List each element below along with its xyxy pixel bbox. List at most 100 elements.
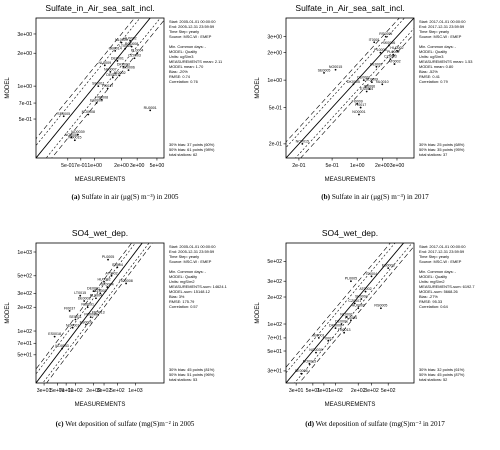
data-point-b-2 xyxy=(334,68,337,71)
info-line-c-9: MODEL-sum: 15148.12 xyxy=(169,289,210,294)
plot-frame-a xyxy=(35,17,165,159)
stats-line-d-0: 30% bias: 32 points (61%) xyxy=(419,367,465,372)
panel-caption-d: (d) Wet deposition of sulfate (mg(S)m⁻² … xyxy=(250,420,500,429)
info-line-a-7: Units: ugS/m3 xyxy=(169,54,193,59)
info-line-a-10: Bias: -20% xyxy=(169,69,188,74)
data-point-b-6 xyxy=(358,113,360,116)
data-point-a-2 xyxy=(77,133,79,136)
x-axis-label-d: MEASUREMENTS xyxy=(325,402,376,408)
data-point-label-a-8: NL0009 xyxy=(115,38,128,42)
x-tick-label-c-7: 1e+03 xyxy=(128,388,143,394)
info-line-a-0: Start: 2005-01-01 00:00:00 xyxy=(169,19,216,24)
x-tick-label-d-6: 5e+02 xyxy=(381,388,396,394)
data-point-c-17 xyxy=(74,318,77,321)
data-point-label-b-0: NO0015 xyxy=(296,139,309,143)
info-line-b-2: Time Step: yearly xyxy=(419,29,449,34)
bias-30-lower-line-b xyxy=(295,27,414,158)
bias-50-upper-line-b xyxy=(286,18,400,143)
x-tick-label-d-1: 5e+01 xyxy=(306,388,321,394)
data-point-label-c-8: CZ0001 xyxy=(94,289,107,293)
data-point-d-17 xyxy=(343,331,346,334)
chart-title-d: SO4_wet_dep. xyxy=(322,228,378,238)
data-point-c-0 xyxy=(53,335,56,338)
info-line-c-10: Bias: 3% xyxy=(169,294,185,299)
stats-line-d-2: total stations: 52 xyxy=(419,377,447,382)
data-point-label-b-16: HU0002 xyxy=(390,46,403,50)
caption-text-c: Wet deposition of sulfate (mg(S)m⁻² in 2… xyxy=(65,420,195,428)
x-tick-label-d-3: 1e+02 xyxy=(328,388,343,394)
data-point-b-17 xyxy=(387,44,390,47)
info-line-d-2: Time Step: yearly xyxy=(419,254,449,259)
info-line-a-6: MODEL: Quality xyxy=(169,49,197,54)
x-tick-label-a-1: 7e-01 xyxy=(74,163,87,169)
data-point-c-4 xyxy=(83,300,86,302)
chart-title-a: Sulfate_in_Air_sea_salt_incl. xyxy=(45,3,154,13)
stats-line-b-1: 50% bias: 35 points (95%) xyxy=(419,147,465,152)
y-tick-label-c-4: 3e+02 xyxy=(17,291,32,297)
y-tick-label-c-0: 5e+01 xyxy=(17,353,32,359)
data-point-a-7 xyxy=(111,76,114,79)
data-point-c-16 xyxy=(125,282,128,285)
x-tick-label-b-3: 2e+00 xyxy=(375,163,390,169)
y-axis-label-c: MODEL xyxy=(5,302,11,324)
data-point-label-a-19: NO0008 xyxy=(82,110,95,114)
x-tick-label-b-4: 3e+00 xyxy=(390,163,405,169)
data-point-c-11 xyxy=(110,274,113,277)
data-point-a-9 xyxy=(124,47,127,50)
data-point-label-d-16: IE0001 xyxy=(313,333,324,337)
y-tick-label-c-5: 5e+02 xyxy=(17,274,32,280)
data-point-a-18 xyxy=(149,109,152,112)
data-point-label-b-17: SK0006 xyxy=(383,41,396,45)
info-line-c-2: Time Step: yearly xyxy=(169,254,199,259)
data-point-c-14 xyxy=(116,266,119,269)
data-point-label-b-8: IE0006 xyxy=(364,84,375,88)
data-point-d-5 xyxy=(340,323,343,325)
panel-caption-b: (b) Sulfate in air (μg(S) m⁻³) in 2017 xyxy=(250,193,500,202)
data-point-label-d-5: DE0001 xyxy=(335,320,348,324)
data-point-label-c-1: NO0043 xyxy=(55,344,68,348)
scatter-chart-panel-d: SO4_wet_dep. SE0005 NO0015 NO0039 FI0017 DK00… xyxy=(255,228,475,408)
info-line-c-1: End: 2005-12-31 23:59:59 xyxy=(169,249,214,254)
data-point-a-8 xyxy=(120,41,123,44)
data-point-a-10 xyxy=(116,60,119,62)
data-point-b-19 xyxy=(373,41,376,44)
data-point-label-a-22: GB0014 xyxy=(109,46,122,50)
bias-30-upper-line-c xyxy=(36,243,136,375)
data-point-label-c-19: FR0013 xyxy=(92,310,105,314)
x-tick-label-c-4: 2e+02 xyxy=(86,388,101,394)
data-point-label-c-16: RO0008 xyxy=(119,279,132,283)
data-point-c-18 xyxy=(71,326,74,329)
y-tick-label-a-0: 5e-01 xyxy=(19,117,32,123)
data-point-c-3 xyxy=(79,294,82,297)
data-point-label-b-9: ES0014 xyxy=(360,87,373,91)
scatter-chart-panel-b: Sulfate_in_Air_sea_salt_incl.NO0015SE000… xyxy=(255,3,472,183)
info-line-a-2: Time Step: yearly xyxy=(169,29,199,34)
data-point-b-11 xyxy=(375,65,378,68)
panel-caption-a: (a) Sulfate in air (μg(S) m⁻³) in 2005 xyxy=(0,193,250,202)
data-point-label-a-21: DK0003 xyxy=(117,62,130,66)
data-point-label-a-9: LT0015 xyxy=(119,44,131,48)
chart-title-b: Sulfate_in_Air_sea_salt_incl. xyxy=(295,3,404,13)
data-point-label-d-17: FR0013 xyxy=(338,328,351,332)
y-tick-label-a-1: 7e-01 xyxy=(19,101,32,107)
data-point-label-d-10: SK0004 xyxy=(355,295,368,299)
data-point-label-c-14: IT0004 xyxy=(112,263,123,267)
data-point-b-20 xyxy=(384,35,387,38)
bias-50-lower-line-a xyxy=(51,19,164,158)
info-line-d-8: MEASUREMENTS-sum: 6192.7 xyxy=(419,284,475,289)
data-point-c-1 xyxy=(61,347,64,350)
panel-caption-c: (c) Wet deposition of sulfate (mg(S)m⁻² … xyxy=(0,420,250,429)
x-tick-label-b-0: 2e-01 xyxy=(292,163,305,169)
x-tick-label-c-0: 3e+01 xyxy=(37,388,52,394)
data-point-c-2 xyxy=(68,309,71,312)
x-tick-label-d-5: 3e+02 xyxy=(364,388,379,394)
data-point-a-23 xyxy=(130,45,133,48)
info-line-b-12: Correlation: 0.79 xyxy=(419,79,448,84)
data-point-label-d-0: SE0005 xyxy=(295,369,308,373)
caption-text-b: Sulfate in air (μg(S) m⁻³) in 2017 xyxy=(331,193,429,201)
x-tick-label-c-6: 5e+02 xyxy=(110,388,125,394)
plot-frame-b xyxy=(285,17,415,159)
data-point-label-d-4: DK0008 xyxy=(329,324,342,328)
